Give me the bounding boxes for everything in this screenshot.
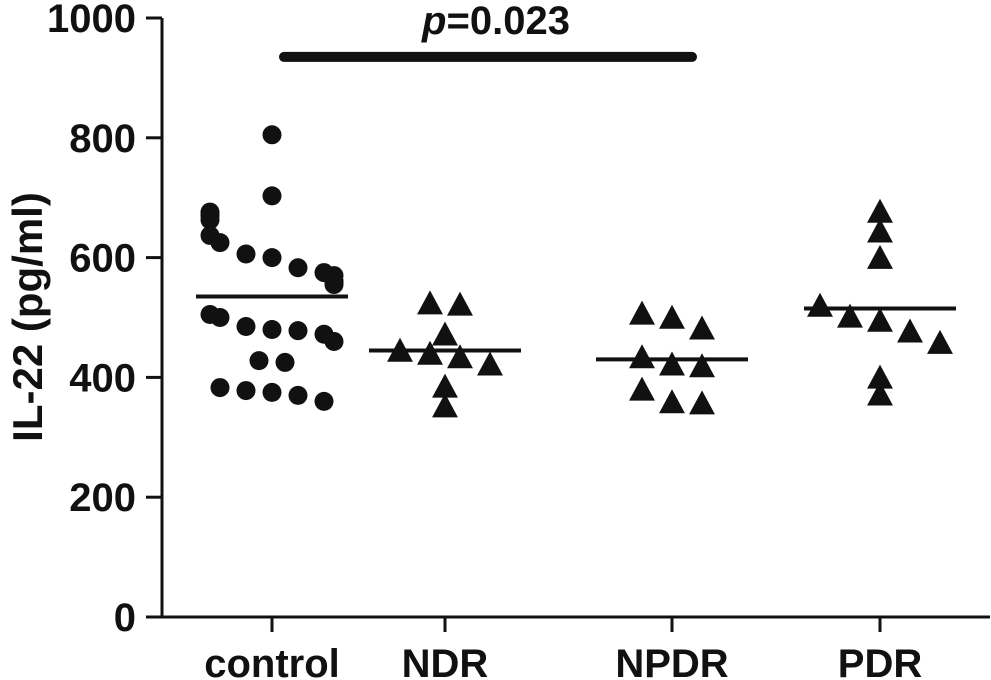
- p-value-prefix: p: [421, 0, 446, 43]
- x-tick-label-npdr: NPDR: [615, 642, 728, 680]
- data-point-control-23: [324, 331, 344, 351]
- data-point-pdr-4: [837, 303, 863, 328]
- data-point-npdr-0: [629, 300, 655, 325]
- p-value-label: p=0.023: [421, 0, 570, 43]
- data-point-control-30: [236, 381, 256, 401]
- data-point-pdr-3: [807, 292, 833, 317]
- data-point-npdr-3: [629, 344, 655, 369]
- data-point-ndr-2: [432, 321, 458, 346]
- y-axis-title: IL-22 (pg/ml): [4, 192, 51, 442]
- data-point-control-5: [200, 202, 220, 222]
- data-point-npdr-2: [689, 315, 715, 340]
- data-point-ndr-0: [447, 291, 473, 316]
- x-axis: control NDR NPDR PDR: [160, 615, 990, 680]
- median-lines: [196, 294, 956, 362]
- data-point-control-25: [275, 352, 295, 372]
- data-point-control-8: [236, 244, 256, 264]
- data-point-control-18: [210, 308, 230, 327]
- data-point-control-10: [288, 258, 308, 278]
- data-point-ndr-1: [417, 290, 443, 315]
- y-tick-label-3: 600: [69, 237, 136, 281]
- data-point-control-19: [236, 316, 256, 336]
- data-point-pdr-9: [867, 381, 893, 406]
- y-tick-label-1: 200: [69, 476, 136, 520]
- y-ticks: 0 200 400 600 800 1000: [47, 0, 162, 640]
- data-point-control-27: [262, 382, 282, 402]
- group-control: [200, 125, 344, 411]
- x-tick-label-pdr: PDR: [838, 642, 923, 680]
- y-tick-label-4: 800: [69, 117, 136, 161]
- data-point-control-7: [210, 233, 230, 253]
- x-tick-label-control: control: [204, 642, 340, 680]
- group-npdr: [629, 300, 715, 415]
- data-groups: [200, 125, 953, 418]
- data-point-control-16: [324, 272, 344, 292]
- data-point-npdr-1: [659, 304, 685, 329]
- data-point-control-28: [314, 391, 334, 411]
- data-point-control-0: [262, 125, 282, 145]
- data-point-control-20: [262, 319, 282, 339]
- data-point-ndr-8: [432, 393, 458, 418]
- significance-annotation: p=0.023: [279, 0, 697, 62]
- y-axis: 0 200 400 600 800 1000: [47, 0, 164, 640]
- data-point-ndr-7: [432, 373, 458, 398]
- data-point-pdr-0: [867, 198, 893, 223]
- data-point-pdr-5: [867, 307, 893, 332]
- data-point-control-29: [288, 385, 308, 405]
- x-tick-label-ndr: NDR: [402, 642, 489, 680]
- y-tick-label-2: 400: [69, 356, 136, 400]
- data-point-npdr-7: [689, 390, 715, 415]
- y-tick-label-5: 1000: [47, 0, 136, 41]
- data-point-npdr-8: [659, 389, 685, 414]
- data-point-control-24: [249, 351, 269, 371]
- data-point-ndr-5: [447, 344, 473, 369]
- data-point-control-21: [288, 321, 308, 341]
- data-point-pdr-1: [867, 218, 893, 243]
- group-ndr: [387, 290, 503, 418]
- data-point-pdr-8: [867, 364, 893, 389]
- y-tick-label-0: 0: [114, 596, 136, 640]
- data-point-npdr-4: [659, 351, 685, 376]
- group-pdr: [807, 198, 953, 406]
- data-point-npdr-6: [629, 376, 655, 401]
- data-point-control-1: [262, 186, 282, 206]
- data-point-pdr-7: [927, 329, 953, 354]
- data-point-pdr-6: [897, 318, 923, 343]
- data-point-ndr-4: [417, 340, 443, 365]
- p-value-number: =0.023: [446, 0, 569, 43]
- data-point-pdr-2: [867, 244, 893, 269]
- data-point-control-9: [262, 248, 282, 268]
- x-ticks: control NDR NPDR PDR: [204, 617, 922, 680]
- data-point-ndr-6: [477, 351, 503, 376]
- data-point-npdr-5: [689, 353, 715, 378]
- data-point-control-26: [210, 378, 230, 398]
